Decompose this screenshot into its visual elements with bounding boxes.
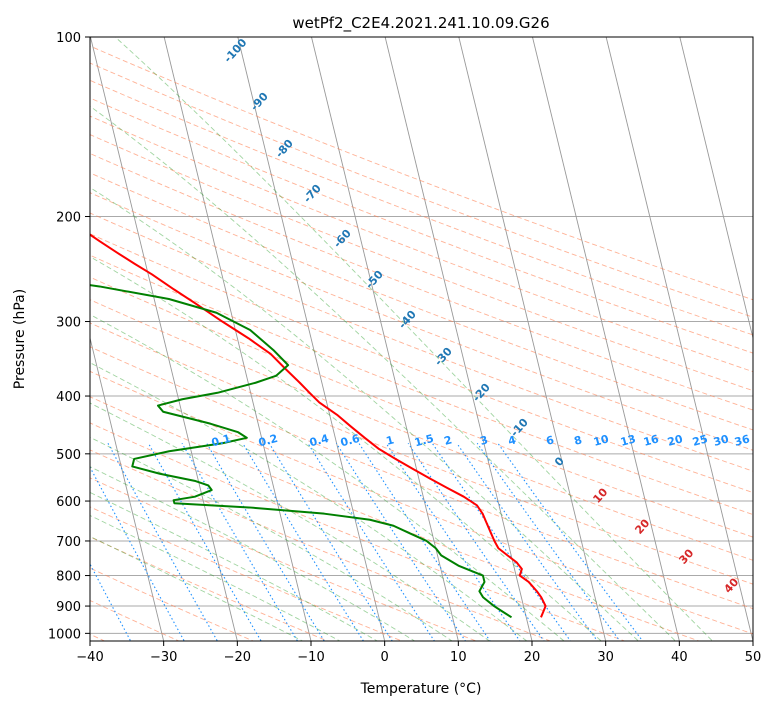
moist-adiabat-line (90, 402, 491, 641)
x-tick-label: −20 (224, 650, 251, 665)
dry-adiabat-line (90, 212, 753, 472)
mixing-ratio-label: 1.5 (413, 432, 435, 450)
dry-adiabat-line (90, 422, 626, 641)
dry-adiabat-line (90, 172, 753, 431)
isotherm-line (605, 37, 753, 641)
isotherm-line (532, 37, 680, 641)
mixing-ratio-label: 0.6 (339, 432, 362, 450)
mixing-ratio-label: 30 (712, 432, 730, 449)
mixing-ratio-line (107, 442, 218, 641)
y-tick-label: 900 (56, 600, 81, 615)
x-tick-label: 20 (524, 650, 541, 665)
mixing-ratio-label: 8 (573, 433, 584, 448)
moist-adiabat-line (90, 436, 453, 641)
y-tick-label: 600 (56, 495, 81, 510)
mixing-ratio-label: 16 (642, 432, 660, 449)
mixing-ratio-line (335, 442, 467, 641)
isotherm-line (163, 37, 312, 641)
mixing-ratio-label: 36 (733, 432, 751, 449)
moist-adiabat-line (90, 466, 416, 641)
mixing-ratio-label: 25 (691, 432, 709, 449)
mixing-ratio-line (242, 442, 365, 641)
moist-adiabat-line (90, 514, 341, 641)
x-tick-label: −10 (297, 650, 324, 665)
mixing-ratio-label: 2 (443, 433, 454, 448)
y-tick-label: 1000 (48, 627, 81, 642)
temperature-profile-line (90, 233, 547, 618)
mixing-ratio-line (90, 562, 132, 641)
x-tick-label: 40 (671, 650, 688, 665)
y-tick-label: 700 (56, 535, 81, 550)
isotherm-line (458, 37, 607, 641)
x-tick-label: 30 (597, 650, 614, 665)
y-axis-label: Pressure (hPa) (12, 289, 28, 389)
dry-adiabat-line (90, 134, 753, 392)
x-tick-label: 10 (450, 650, 467, 665)
isotherm-line (237, 37, 386, 641)
y-tick-label: 800 (56, 570, 81, 585)
x-axis-label: Temperature (°C) (360, 681, 482, 697)
moist-adiabat-line (90, 186, 640, 641)
dry-adiabat-line (90, 346, 753, 610)
mixing-ratio-line (206, 442, 325, 641)
dry-adiabat-line (90, 396, 701, 641)
dry-adiabat-line (90, 322, 753, 585)
x-tick-label: 50 (745, 650, 762, 665)
moist-adiabat-line (90, 256, 602, 641)
isotherm-line (90, 37, 238, 641)
dry-adiabat-line (90, 599, 180, 641)
plot-frame (89, 36, 754, 642)
isotherm-line (90, 336, 165, 641)
mixing-ratio-line (147, 442, 262, 641)
mixing-ratio-label: 6 (545, 433, 556, 448)
chart-title: wetPf2_C2E4.2021.241.10.09.G26 (292, 14, 549, 33)
dry-adiabat-line (90, 233, 753, 494)
mixing-ratio-label: 13 (619, 432, 637, 449)
x-tick-label: −30 (150, 650, 177, 665)
dry-adiabat-line (90, 567, 255, 641)
dry-adiabat-line (90, 449, 552, 641)
isotherm-line (384, 37, 533, 641)
y-tick-label: 200 (56, 211, 81, 226)
mixing-ratio-label: 1 (385, 433, 396, 448)
mixing-ratio-label: 4 (507, 433, 518, 448)
y-tick-label: 400 (56, 390, 81, 405)
mixing-ratio-label: 3 (479, 433, 490, 448)
y-tick-label: 100 (56, 31, 81, 46)
mixing-ratio-label: 0.2 (257, 432, 279, 450)
mixing-ratio-label: 0.1 (210, 432, 232, 450)
dry-adiabat-line (90, 153, 753, 411)
dry-adiabat-line (90, 506, 403, 641)
moist-adiabat-line (90, 362, 528, 641)
moist-adiabat-line (90, 535, 304, 641)
isotherm-line (679, 37, 753, 340)
dry-adiabat-line (90, 254, 753, 516)
dry-adiabat-line (90, 370, 753, 635)
mixing-ratio-line (407, 442, 545, 641)
moist-adiabat-line (114, 37, 714, 641)
mixing-ratio-line (497, 442, 644, 641)
mixing-ratio-line (90, 466, 185, 641)
moist-adiabat-line (90, 313, 565, 641)
x-tick-label: −40 (76, 650, 103, 665)
dry-adiabat-line (90, 192, 753, 451)
y-tick-label: 300 (56, 316, 81, 331)
dry-adiabat-line (90, 276, 753, 538)
x-tick-label: 0 (381, 650, 389, 665)
mixing-ratio-label: 10 (592, 432, 610, 449)
mixing-ratio-label: 20 (666, 432, 684, 449)
y-tick-label: 500 (56, 448, 81, 463)
dewpoint-profile-line (90, 284, 513, 619)
mixing-ratio-label: 0.4 (308, 432, 331, 450)
moist-adiabat-line (90, 105, 677, 641)
